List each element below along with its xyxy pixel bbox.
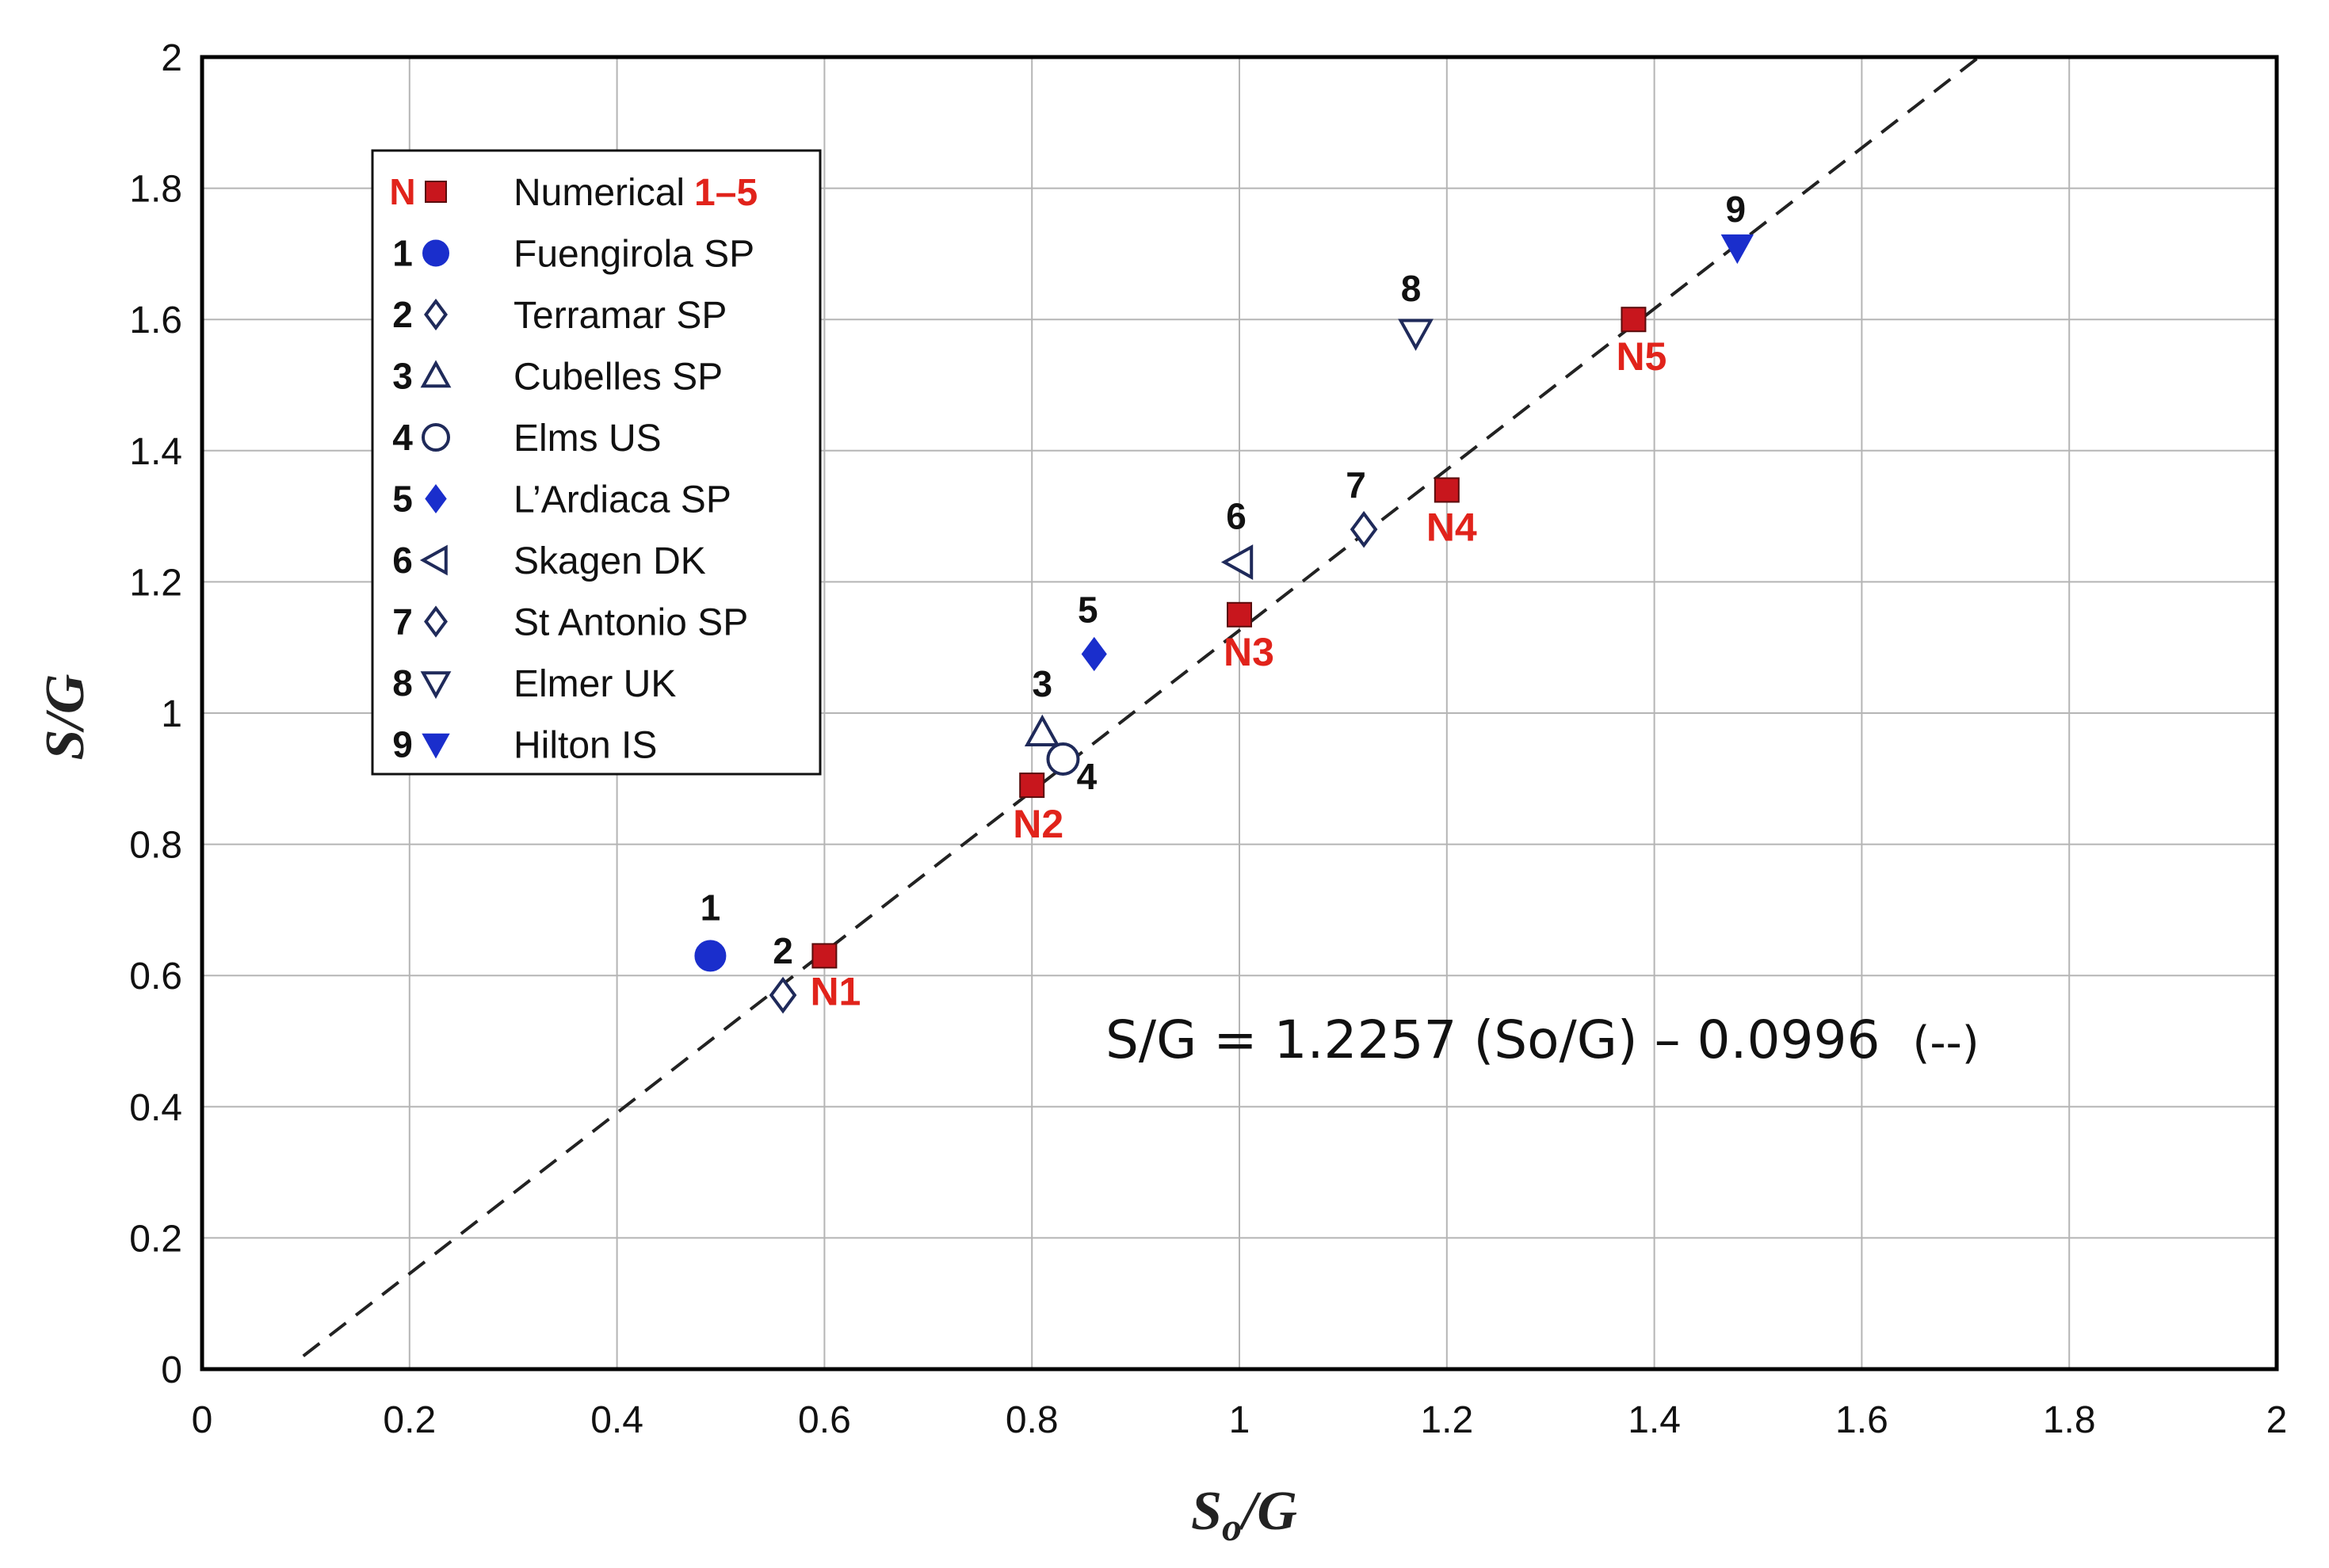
numerical-marker-N2: [1019, 773, 1045, 799]
site-label-6: 6: [1226, 496, 1247, 537]
site-label-7: 7: [1346, 464, 1366, 505]
legend-label-7: St Antonio SP: [514, 602, 748, 644]
legend-key-9: 9: [392, 724, 413, 765]
legend-key-3: 3: [392, 356, 413, 397]
site-marker-7: [1350, 510, 1378, 548]
legend-marker-2: [424, 298, 448, 331]
x-tick-label: 0.4: [590, 1399, 643, 1441]
legend-key-5: 5: [392, 479, 413, 520]
site-marker-8: [1398, 319, 1434, 351]
y-tick-label: 0: [161, 1349, 182, 1391]
legend-key-numerical: N: [389, 171, 415, 212]
x-tick-label: 0.2: [383, 1399, 436, 1441]
legend-label-numerical-text: Numerical: [514, 172, 685, 214]
numerical-label-N2: N2: [1013, 802, 1063, 846]
x-axis-title-sub: o: [1222, 1505, 1242, 1549]
x-tick-label: 0: [192, 1399, 213, 1441]
legend-marker-6: [419, 544, 448, 576]
site-marker-2: [769, 976, 797, 1014]
legend-key-2: 2: [392, 294, 413, 335]
fit-line: [302, 55, 1980, 1358]
x-tick-label: 1.8: [2043, 1399, 2096, 1441]
numerical-marker-N5: [1621, 307, 1647, 333]
numerical-marker-N4: [1434, 477, 1460, 503]
x-tick-label: 1: [1229, 1399, 1250, 1441]
site-label-5: 5: [1078, 589, 1098, 630]
legend-marker-numerical: [425, 181, 447, 203]
numerical-label-N4: N4: [1426, 505, 1477, 549]
site-label-9: 9: [1726, 189, 1747, 230]
legend: N Numerical 1–5 1 Fuengirola SP 2 Terramar SP 3…: [371, 149, 822, 776]
x-tick-label: 2: [2266, 1399, 2288, 1441]
numerical-marker-N3: [1227, 601, 1252, 628]
grid: [202, 57, 2277, 1369]
x-axis-title-tail: /G: [1238, 1481, 1297, 1542]
legend-key-6: 6: [392, 540, 413, 581]
fit-equation: S/G = 1.2257 (So/G) – 0.0996 (--): [1105, 1009, 1980, 1070]
legend-label-1: Fuengirola SP: [514, 234, 754, 276]
y-tick-label: 1.4: [129, 431, 182, 473]
legend-marker-4: [422, 423, 450, 452]
fit-equation-text: S/G = 1.2257 (So/G) – 0.0996: [1105, 1009, 1880, 1070]
legend-label-3: Cubelles SP: [514, 357, 723, 399]
site-marker-3: [1024, 714, 1060, 747]
legend-marker-9: [422, 733, 450, 759]
legend-marker-3: [420, 360, 452, 388]
y-tick-label: 2: [161, 37, 182, 79]
site-label-2: 2: [773, 930, 793, 971]
site-label-4: 4: [1077, 756, 1098, 797]
x-tick-label: 1.2: [1420, 1399, 1473, 1441]
plot-frame: [200, 55, 2279, 1372]
y-tick-label: 0.4: [129, 1087, 182, 1129]
y-tick-label: 0.2: [129, 1218, 182, 1260]
y-tick-label: 0.8: [129, 825, 182, 867]
legend-label-9: Hilton IS: [514, 725, 657, 767]
numerical-label-N3: N3: [1224, 630, 1274, 674]
site-marker-4: [1046, 742, 1080, 776]
x-tick-label: 0.8: [1006, 1399, 1059, 1441]
legend-key-8: 8: [392, 662, 413, 704]
x-axis-title-main: S: [1191, 1481, 1222, 1542]
site-marker-5: [1081, 636, 1107, 672]
legend-label-numerical-suffix: 1–5: [694, 172, 758, 214]
y-tick-label: 1.6: [129, 299, 182, 341]
y-tick-label: 1: [161, 693, 182, 735]
numerical-label-N5: N5: [1616, 334, 1667, 379]
legend-marker-5: [425, 484, 447, 513]
numerical-marker-N1: [811, 943, 838, 969]
legend-marker-8: [420, 671, 452, 700]
x-tick-label: 1.4: [1628, 1399, 1681, 1441]
site-marker-1: [694, 940, 727, 972]
legend-key-7: 7: [392, 601, 413, 643]
site-label-1: 1: [701, 887, 721, 928]
legend-label-6: Skagen DK: [514, 540, 706, 582]
legend-label-2: Terramar SP: [514, 295, 727, 337]
y-tick-label: 0.6: [129, 956, 182, 998]
y-tick-label: 1.8: [129, 169, 182, 211]
legend-marker-1: [422, 239, 449, 267]
x-tick-label: 0.6: [798, 1399, 851, 1441]
legend-label-8: Elmer UK: [514, 663, 676, 705]
legend-label-numerical: Numerical 1–5: [514, 172, 758, 214]
legend-label-5: L’Ardiaca SP: [514, 479, 731, 521]
y-tick-label: 1.2: [129, 562, 182, 604]
x-tick-label: 1.6: [1835, 1399, 1888, 1441]
site-label-8: 8: [1401, 268, 1422, 309]
numerical-label-N1: N1: [810, 969, 861, 1013]
tick-labels: 0 0.2 0.4 0.6 0.8 1 1.2 1.4 1.6 1.8 2 0 0.2 0.4 0.6 0.8…: [129, 37, 2287, 1441]
legend-marker-7: [424, 605, 448, 638]
data-points: 1 2 3 4 5 6 7 8 9 N1 N2 N3 N4 N5: [694, 189, 1754, 1014]
site-marker-9: [1720, 234, 1754, 265]
legend-key-1: 1: [392, 233, 413, 274]
site-marker-6: [1220, 544, 1254, 580]
legend-label-4: Elms US: [514, 418, 662, 460]
fit-equation-style: (--): [1912, 1017, 1979, 1069]
fit-line-group: [302, 55, 1980, 1358]
x-axis-title: So/G: [1191, 1481, 1297, 1549]
site-label-3: 3: [1032, 663, 1052, 704]
legend-key-4: 4: [392, 417, 413, 458]
y-axis-title: S/G: [35, 674, 96, 761]
